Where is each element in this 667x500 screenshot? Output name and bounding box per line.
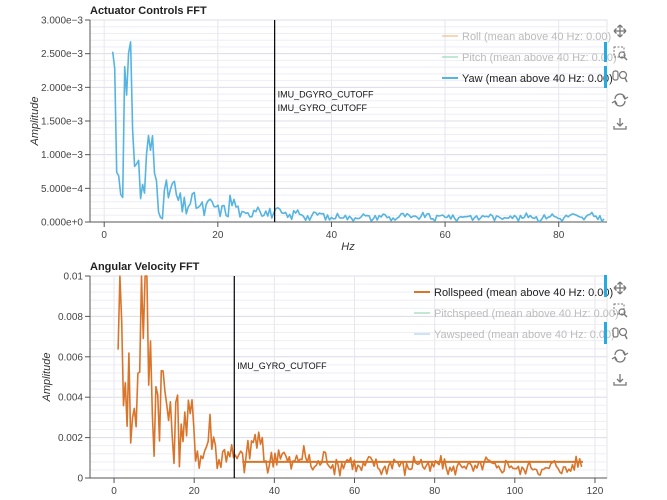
y-tick-label: 0.008: [58, 312, 83, 323]
x-tick-label: 0: [101, 230, 107, 241]
x-axis-label: Hz: [341, 241, 355, 253]
legend-item[interactable]: Rollspeed (mean above 40 Hz: 0.00): [414, 287, 613, 299]
x-tick-label: 40: [269, 486, 281, 497]
x-tick-label: 20: [212, 230, 224, 241]
legend-item[interactable]: Yaw (mean above 40 Hz: 0.00): [442, 73, 613, 85]
toolbar: [604, 275, 629, 386]
actuator-controls-fft-plot[interactable]: 0.000e+0 5.000e−4 1.000e−3 1.500e−3 2.000e−3…: [29, 5, 617, 253]
legend-label: Rollspeed (mean above 40 Hz: 0.00): [434, 287, 613, 299]
legend-label: Roll (mean above 40 Hz: 0.00): [462, 31, 611, 43]
legend-label: Yawspeed (mean above 40 Hz: 0.00): [434, 329, 615, 341]
reset-icon[interactable]: [611, 349, 629, 363]
series-line: [117, 275, 583, 477]
x-tick-label: 20: [189, 486, 201, 497]
tool-active-indicator: [604, 66, 607, 88]
x-tick-label: 0: [111, 486, 117, 497]
angular-velocity-fft-plot[interactable]: 0 0.002 0.004 0.006 0.008 0.01 0 20 40 60 80 100 120…: [41, 261, 619, 497]
x-tick-label: 80: [553, 230, 565, 241]
y-tick-label: 0.000e+0: [41, 218, 83, 229]
legend-item[interactable]: Pitch (mean above 40 Hz: 0.00): [442, 52, 617, 64]
y-tick-label: 0.004: [58, 393, 83, 404]
legend-item[interactable]: Pitchspeed (mean above 40 Hz: 0.00): [414, 308, 619, 320]
box-zoom-icon[interactable]: [613, 46, 628, 61]
cutoff-label: IMU_GYRO_CUTOFF: [237, 361, 327, 371]
tool-active-indicator: [604, 275, 607, 297]
y-tick-label: 0.002: [58, 433, 83, 444]
plot-area[interactable]: [89, 275, 608, 479]
x-tick-label: 60: [440, 230, 452, 241]
y-tick-label: 0.01: [64, 272, 84, 283]
chart-title: Actuator Controls FFT: [90, 5, 207, 17]
legend-item[interactable]: Yawspeed (mean above 40 Hz: 0.00): [414, 329, 615, 341]
box-zoom-icon[interactable]: [613, 303, 628, 318]
toolbar: [604, 24, 629, 130]
legend-label: Pitchspeed (mean above 40 Hz: 0.00): [434, 308, 619, 320]
legend-label: Yaw (mean above 40 Hz: 0.00): [462, 73, 613, 85]
y-tick-label: 5.000e−4: [41, 184, 83, 195]
y-tick-label: 2.500e−3: [41, 49, 83, 60]
pan-icon[interactable]: [613, 24, 627, 38]
y-tick-label: 0: [77, 474, 83, 485]
y-tick-label: 1.500e−3: [41, 117, 83, 128]
wheel-zoom-icon[interactable]: [612, 327, 628, 340]
save-icon[interactable]: [613, 374, 627, 386]
tool-active-indicator: [604, 322, 607, 344]
y-tick-label: 1.000e−3: [41, 150, 83, 161]
series-line: [111, 41, 605, 223]
x-tick-label: 60: [349, 486, 361, 497]
x-tick-label: 40: [326, 230, 338, 241]
cutoff-label: IMU_GYRO_CUTOFF: [278, 103, 368, 113]
wheel-zoom-icon[interactable]: [612, 70, 628, 83]
chart-title: Angular Velocity FFT: [90, 261, 200, 273]
cutoff-label: IMU_DGYRO_CUTOFF: [278, 89, 374, 99]
pan-icon[interactable]: [613, 281, 627, 295]
x-tick-label: 100: [506, 486, 523, 497]
legend-item[interactable]: Roll (mean above 40 Hz: 0.00): [442, 31, 611, 43]
legend-label: Pitch (mean above 40 Hz: 0.00): [462, 52, 617, 64]
tool-active-indicator: [604, 42, 607, 62]
y-tick-label: 3.000e−3: [41, 16, 83, 27]
y-tick-label: 0.006: [58, 352, 83, 363]
y-tick-label: 2.000e−3: [41, 83, 83, 94]
x-tick-label: 120: [587, 486, 604, 497]
reset-icon[interactable]: [611, 93, 629, 107]
save-icon[interactable]: [613, 118, 627, 130]
x-tick-label: 80: [429, 486, 441, 497]
y-axis-label: Amplitude: [41, 353, 53, 403]
y-axis-label: Amplitude: [29, 97, 41, 147]
